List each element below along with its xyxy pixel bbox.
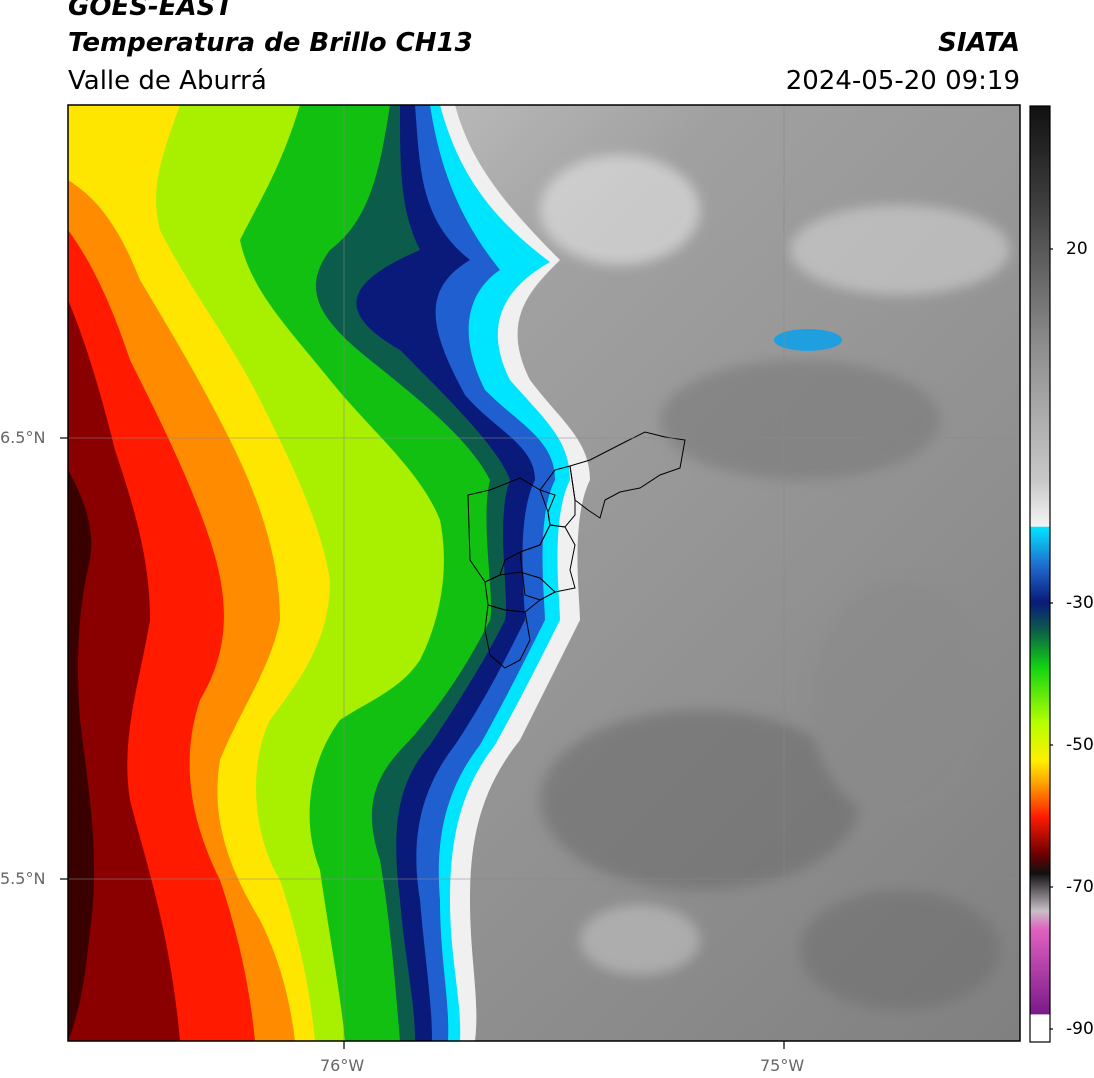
cloud-coldest-core (68, 470, 95, 1041)
axis-ticks (60, 437, 785, 1049)
colorbar-tick-20: 20 (1066, 239, 1088, 259)
isolated-cold-cell (774, 329, 842, 351)
colorbar-ticks (1050, 248, 1053, 1030)
region-subtitle: Valle de Aburrá (68, 66, 267, 96)
lon-label-75w: 75°W (760, 1056, 805, 1075)
source-label: SIATA (938, 28, 1020, 58)
lat-label-6-5: 6.5°N (0, 428, 46, 447)
colorbar (1029, 105, 1053, 1043)
map-field (68, 105, 1020, 1041)
datetime-label: 2024-05-20 09:19 (785, 66, 1020, 96)
product-title: Temperatura de Brillo CH13 (68, 28, 473, 58)
lat-label-5-5: 5.5°N (0, 869, 46, 888)
colorbar-ramp (1029, 105, 1051, 1043)
colorbar-tick-minus50: -50 (1066, 735, 1094, 755)
municipal-boundaries (467, 431, 686, 669)
colorbar-tick-minus70: -70 (1066, 877, 1094, 897)
colorbar-tick-minus30: -30 (1066, 593, 1094, 613)
map-frame (67, 104, 1021, 1042)
satellite-title: GOES-EAST (68, 0, 234, 22)
gray-texture (540, 155, 1010, 1010)
cloud-darkred-band (68, 300, 180, 1041)
lon-label-76w: 76°W (320, 1056, 365, 1075)
colorbar-tick-minus90: -90 (1066, 1019, 1094, 1039)
graticule (68, 105, 1020, 1041)
